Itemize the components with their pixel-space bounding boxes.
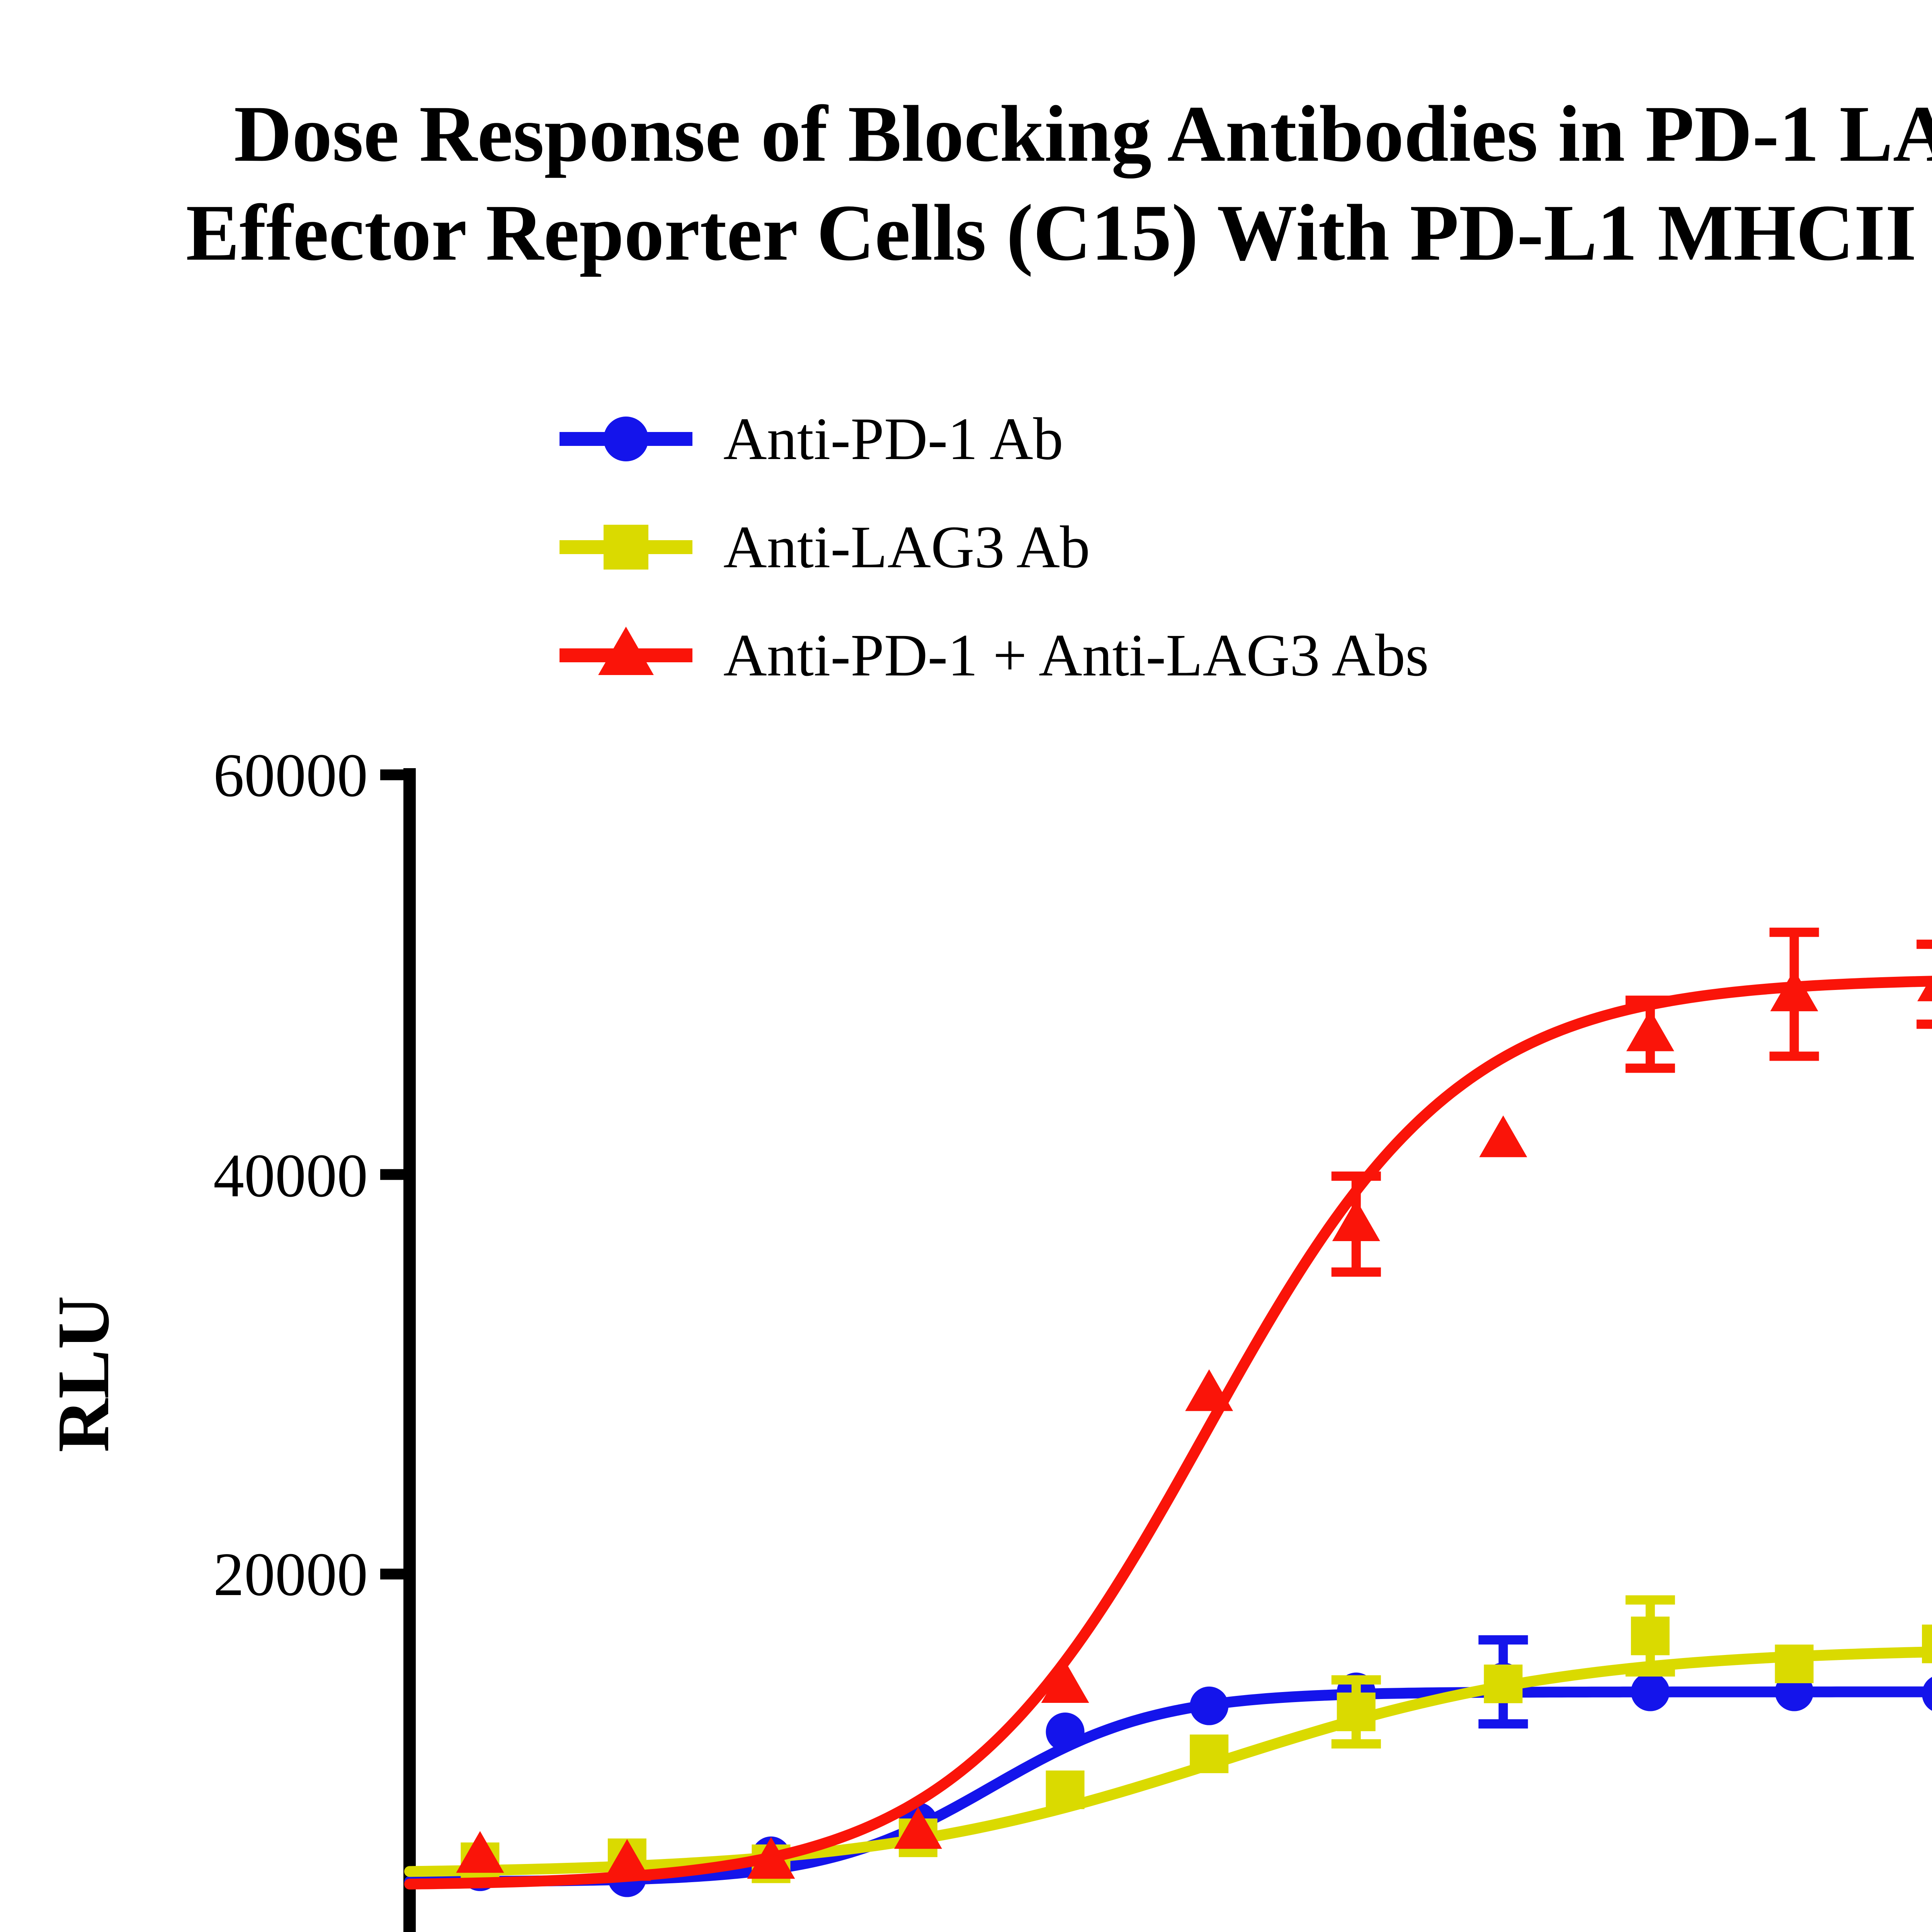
data-point-anti-pd-1-anti-lag3-abs-7: [1479, 1115, 1527, 1157]
data-point-anti-pd-1-anti-lag3-abs-9: [1770, 969, 1818, 1012]
y-tick-label-40000: 40000: [213, 1141, 368, 1210]
plot-area: [404, 927, 1932, 1897]
data-point-anti-pd-1-anti-lag3-abs-6: [1332, 1199, 1380, 1241]
legend: Anti-PD-1 Ab Anti-LAG3 Ab Anti-PD-1 + An…: [560, 405, 1429, 689]
data-point-anti-pd-1-anti-lag3-abs-5: [1185, 1369, 1233, 1411]
legend-swatch-anti-pd-1-ab: [560, 417, 692, 461]
legend-circle-icon: [604, 417, 648, 461]
chart-title-line2: Effector Reporter Cells (C15) With PD-L1…: [186, 188, 1932, 277]
legend-square-icon: [604, 525, 648, 570]
y-axis-title: RLU: [42, 1296, 124, 1452]
y-axis: 0 20000 40000 60000 RLU: [42, 741, 416, 1932]
data-point-anti-pd-1-anti-lag3-abs-0: [456, 1831, 504, 1873]
data-point-anti-pd-1-anti-lag3-abs-10: [1917, 976, 1932, 1002]
chart-title: Dose Response of Blocking Antibodies in …: [186, 89, 1932, 277]
fit-curve-anti-lag3-ab: [404, 1646, 1932, 1877]
data-point-anti-pd-1-ab-4: [1046, 1713, 1085, 1752]
data-point-anti-lag3-ab-8: [1631, 1616, 1670, 1655]
error-bar-anti-pd-1-anti-lag3-abs-10: [1917, 939, 1932, 1029]
data-point-anti-lag3-ab-9: [1775, 1645, 1814, 1684]
data-point-anti-pd-1-anti-lag3-abs-2: [747, 1837, 795, 1879]
data-point-anti-lag3-ab-7: [1484, 1664, 1523, 1703]
data-point-anti-pd-1-ab-5: [1190, 1686, 1229, 1725]
data-point-anti-pd-1-anti-lag3-abs-1: [603, 1839, 651, 1881]
data-point-anti-lag3-ab-4: [1046, 1770, 1085, 1810]
legend-triangle-icon: [598, 626, 654, 675]
chart-title-line1: Dose Response of Blocking Antibodies in …: [234, 89, 1932, 179]
series-anti-lag3-ab: [404, 1595, 1932, 1883]
legend-label-anti-lag3: Anti-LAG3 Ab: [723, 514, 1090, 580]
data-point-anti-pd-1-ab-10: [1922, 1677, 1932, 1711]
legend-label-combo: Anti-PD-1 + Anti-LAG3 Abs: [723, 622, 1429, 689]
legend-swatch-anti-lag3-ab: [560, 525, 692, 570]
legend-swatches: [560, 417, 692, 675]
data-point-anti-pd-1-ab-8: [1631, 1672, 1670, 1711]
data-point-anti-pd-1-anti-lag3-abs-4: [1041, 1661, 1089, 1703]
data-point-anti-lag3-ab-10: [1922, 1624, 1932, 1663]
legend-label-anti-pd1: Anti-PD-1 Ab: [723, 405, 1063, 472]
y-tick-label-60000: 60000: [213, 741, 368, 810]
data-point-anti-lag3-ab-6: [1337, 1692, 1376, 1731]
series-anti-pd-1-anti-lag3-abs: [404, 927, 1932, 1889]
data-point-anti-pd-1-anti-lag3-abs-8: [1626, 1009, 1674, 1051]
legend-swatch-anti-pd-1-anti-lag3-abs: [560, 626, 692, 675]
y-tick-label-20000: 20000: [213, 1540, 368, 1609]
fit-curve-anti-pd-1-anti-lag3-abs: [404, 976, 1932, 1889]
data-point-anti-pd-1-anti-lag3-abs-3: [894, 1807, 942, 1849]
data-point-anti-lag3-ab-5: [1190, 1734, 1229, 1773]
